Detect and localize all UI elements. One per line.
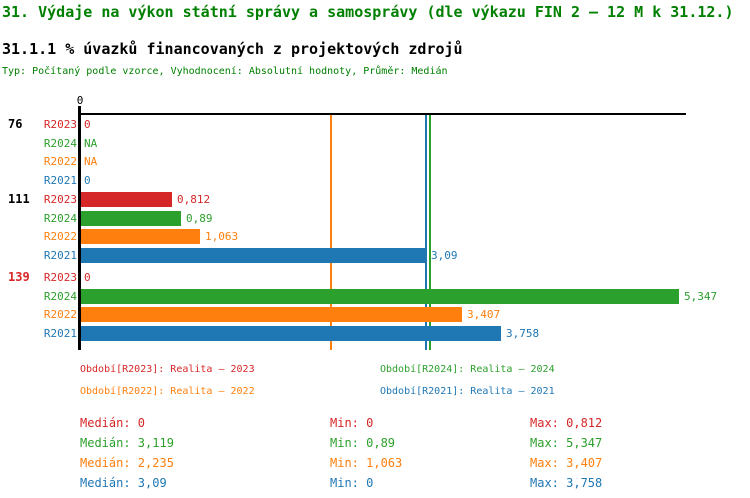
legend-item-2: Období[R2022]: Realita – 2022 [80, 386, 255, 397]
bar-111-R2023 [81, 192, 172, 207]
value-label-76-R2022: NA [84, 155, 98, 168]
page-title: 31. Výdaje na výkon státní správy a samo… [2, 3, 734, 21]
series-label-R2023: R2023 [43, 271, 77, 284]
series-label-R2021: R2021 [43, 249, 77, 262]
stat-median-2: Medián: 2,235 [80, 456, 174, 470]
stat-min-2: Min: 1,063 [330, 456, 403, 470]
value-label-111-R2024: 0,89 [186, 212, 213, 225]
value-label-76-R2023: 0 [84, 118, 91, 131]
stat-max-1: Max: 5,347 [530, 436, 603, 450]
axis-line-top [80, 113, 686, 115]
stat-median-1: Medián: 3,119 [80, 436, 174, 450]
stat-median-0: Medián: 0 [80, 416, 146, 430]
legend-item-1: Období[R2024]: Realita – 2024 [380, 364, 555, 375]
stat-max-0: Max: 0,812 [530, 416, 603, 430]
value-label-139-R2022: 3,407 [467, 308, 501, 321]
value-label-76-R2024: NA [84, 137, 98, 150]
group-label-111: 111 [8, 192, 30, 206]
bar-139-R2021 [81, 326, 501, 341]
bar-139-R2022 [81, 307, 462, 322]
series-label-R2023: R2023 [43, 193, 77, 206]
series-label-R2022: R2022 [43, 230, 77, 243]
value-label-111-R2023: 0,812 [177, 193, 211, 206]
indicator-meta: Typ: Počítaný podle vzorce, Vyhodnocení:… [2, 66, 448, 77]
value-label-139-R2024: 5,347 [684, 290, 718, 303]
bar-139-R2024 [81, 289, 679, 304]
series-label-R2022: R2022 [43, 155, 77, 168]
group-label-139: 139 [8, 270, 30, 284]
legend-item-0: Období[R2023]: Realita – 2023 [80, 364, 255, 375]
value-label-139-R2021: 3,758 [506, 327, 540, 340]
series-label-R2022: R2022 [43, 308, 77, 321]
group-label-76: 76 [8, 117, 23, 131]
series-label-R2024: R2024 [43, 290, 77, 303]
stat-min-0: Min: 0 [330, 416, 374, 430]
median-line-R2024 [429, 115, 431, 350]
series-label-R2021: R2021 [43, 174, 77, 187]
series-label-R2024: R2024 [43, 212, 77, 225]
axis-line-vertical [78, 106, 81, 350]
stat-median-3: Medián: 3,09 [80, 476, 167, 490]
stat-min-3: Min: 0 [330, 476, 374, 490]
series-label-R2024: R2024 [43, 137, 77, 150]
value-label-139-R2023: 0 [84, 271, 91, 284]
bar-111-R2021 [81, 248, 426, 263]
bar-111-R2024 [81, 211, 181, 226]
stat-min-1: Min: 0,89 [330, 436, 396, 450]
value-label-111-R2022: 1,063 [205, 230, 239, 243]
median-line-R2022 [330, 115, 332, 350]
series-label-R2021: R2021 [43, 327, 77, 340]
median-line-R2021 [425, 115, 427, 350]
axis-tick-zero: 0 [76, 94, 84, 107]
bar-111-R2022 [81, 229, 200, 244]
indicator-subtitle: 31.1.1 % úvazků financovaných z projekto… [2, 40, 463, 58]
legend-item-3: Období[R2021]: Realita – 2021 [380, 386, 555, 397]
stat-max-2: Max: 3,407 [530, 456, 603, 470]
stat-max-3: Max: 3,758 [530, 476, 603, 490]
value-label-76-R2021: 0 [84, 174, 91, 187]
value-label-111-R2021: 3,09 [431, 249, 458, 262]
series-label-R2023: R2023 [43, 118, 77, 131]
